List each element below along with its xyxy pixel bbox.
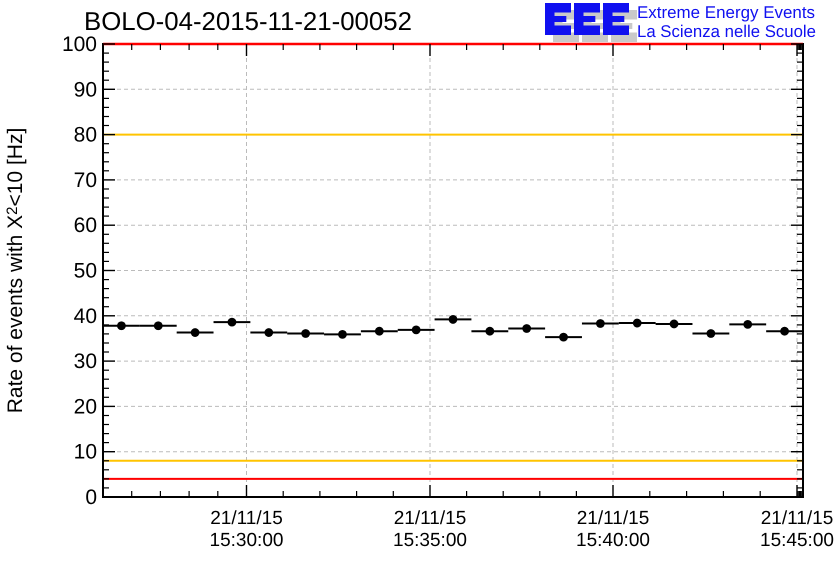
svg-text:15:30:00: 15:30:00 — [210, 530, 284, 551]
svg-text:BOLO-04-2015-11-21-00052: BOLO-04-2015-11-21-00052 — [84, 8, 412, 36]
svg-text:La Scienza nelle Scuole: La Scienza nelle Scuole — [637, 22, 816, 41]
svg-text:21/11/15: 21/11/15 — [761, 508, 834, 529]
svg-text:21/11/15: 21/11/15 — [394, 508, 467, 529]
svg-text:90: 90 — [74, 78, 97, 101]
svg-text:15:40:00: 15:40:00 — [576, 530, 650, 551]
svg-text:15:35:00: 15:35:00 — [393, 530, 467, 551]
svg-text:Rate of events with X2<10 [Hz]: Rate of events with X2<10 [Hz] — [4, 128, 27, 414]
svg-text:Extreme Energy Events: Extreme Energy Events — [637, 3, 815, 22]
svg-text:21/11/15: 21/11/15 — [210, 508, 283, 529]
svg-text:21/11/15: 21/11/15 — [577, 508, 650, 529]
svg-text:50: 50 — [74, 260, 97, 283]
svg-text:15:45:00: 15:45:00 — [760, 530, 834, 551]
svg-text:20: 20 — [74, 395, 97, 418]
svg-text:0: 0 — [85, 486, 97, 509]
svg-text:10: 10 — [74, 441, 97, 464]
svg-text:100: 100 — [62, 33, 97, 56]
svg-text:60: 60 — [74, 214, 97, 237]
svg-text:70: 70 — [74, 169, 97, 192]
svg-text:30: 30 — [74, 350, 97, 373]
svg-text:40: 40 — [74, 305, 97, 328]
svg-text:80: 80 — [74, 124, 97, 147]
